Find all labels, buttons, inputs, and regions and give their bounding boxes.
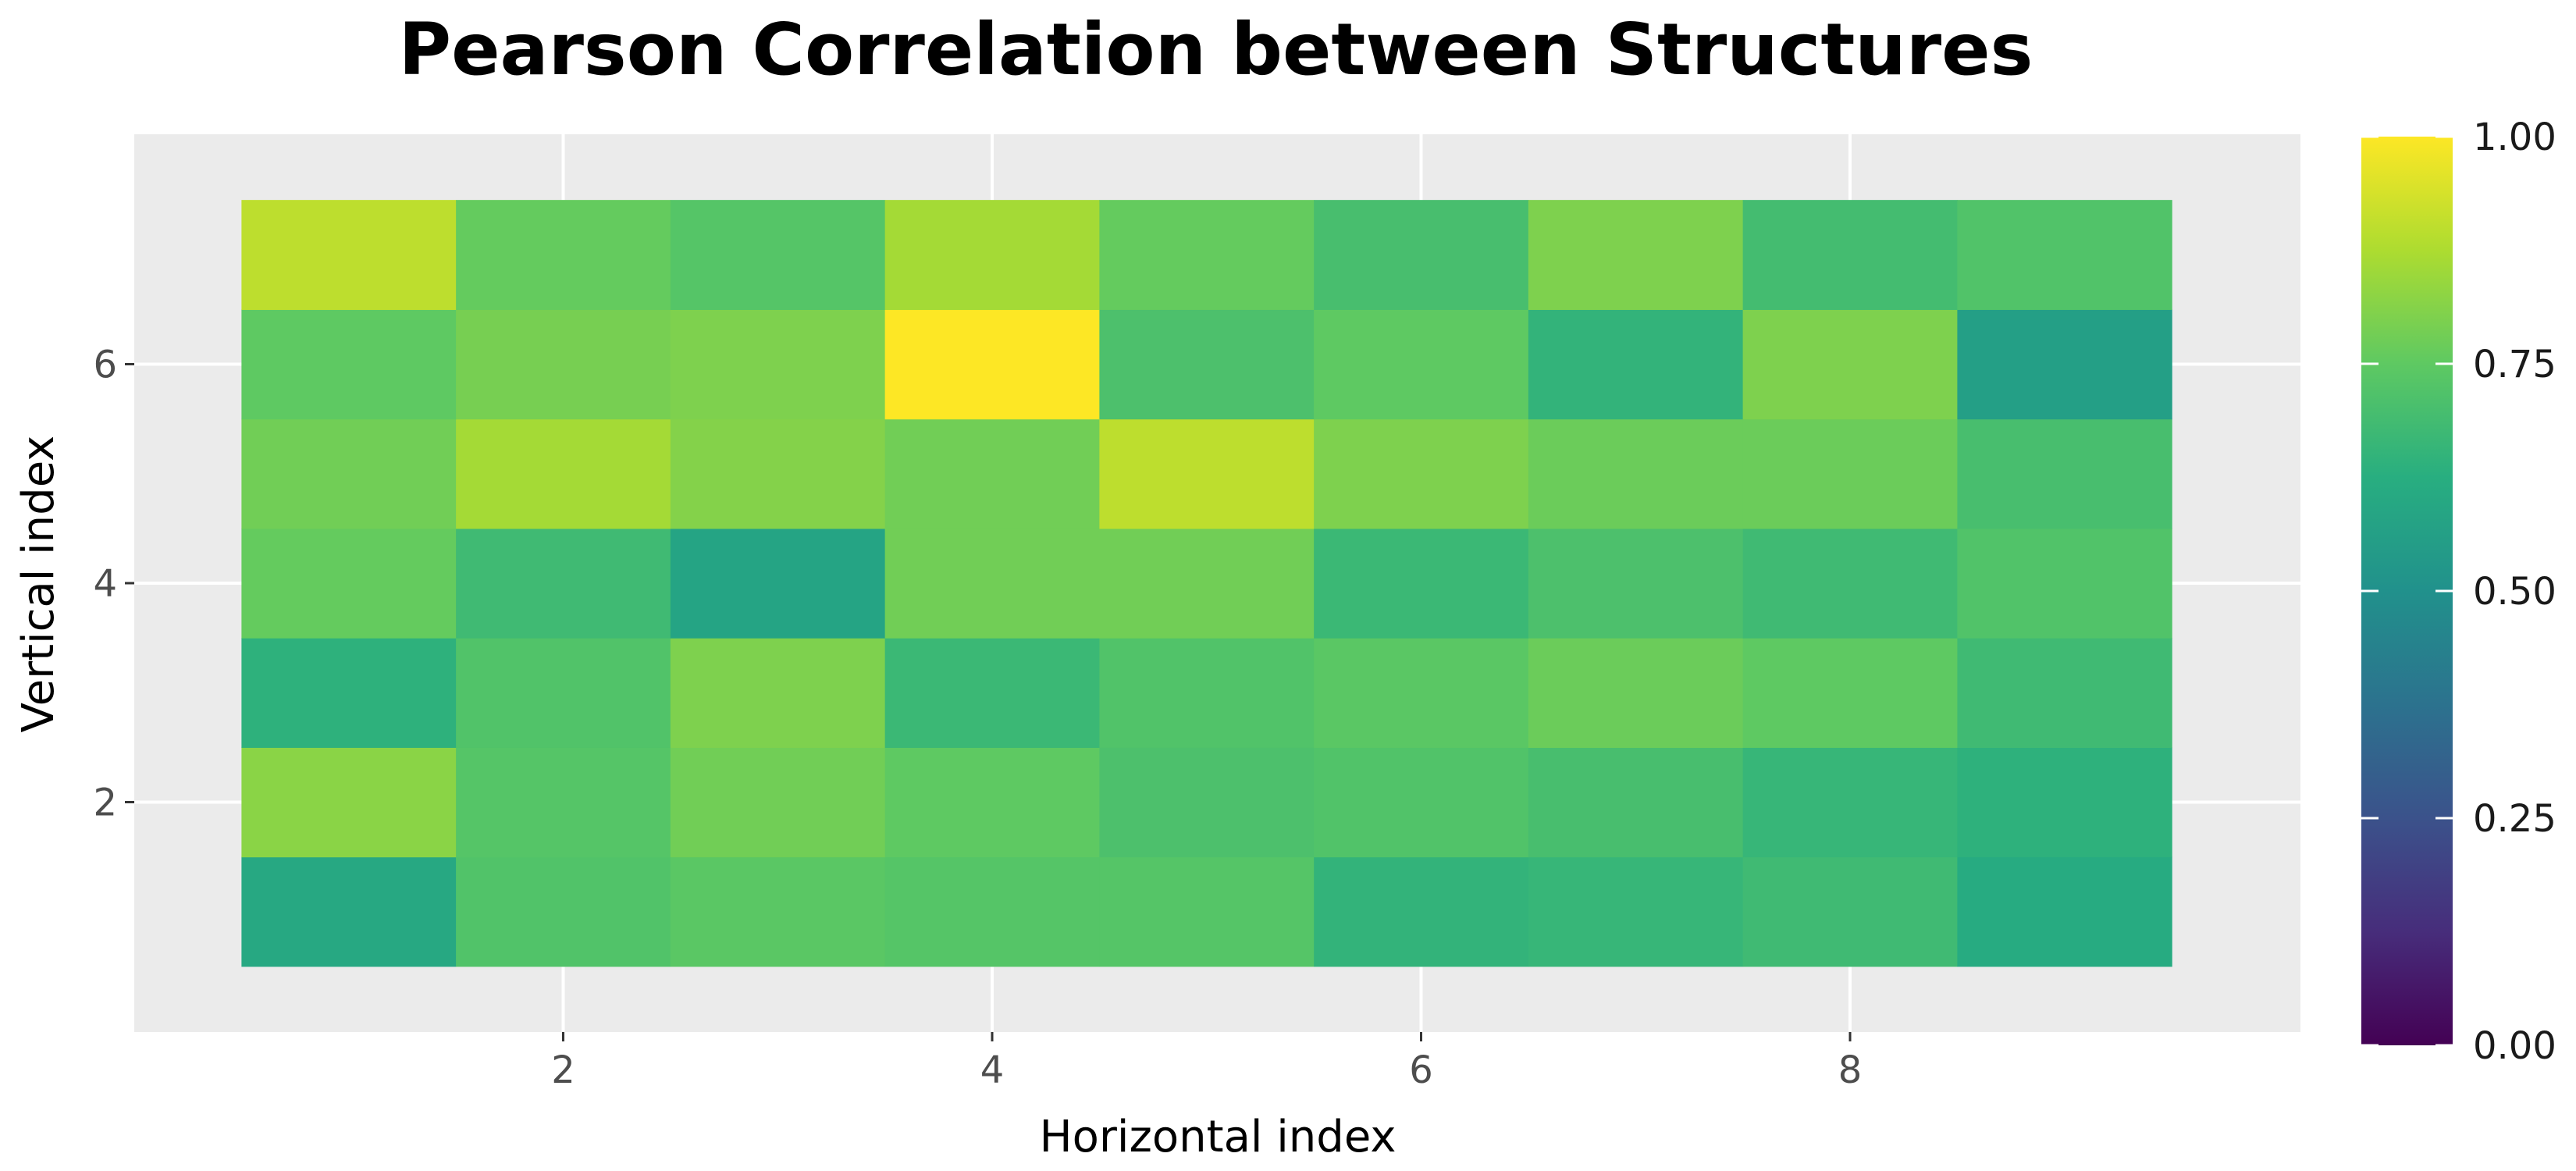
heatmap-cell: [241, 528, 457, 639]
heatmap-cell: [1957, 856, 2172, 967]
heatmap-cell: [1099, 638, 1315, 748]
heatmap-cell: [670, 856, 886, 967]
heatmap-cell: [241, 309, 457, 420]
heatmap-cell: [456, 309, 671, 420]
heatmap-cell: [1314, 200, 1529, 310]
heatmap-cells: [241, 200, 2172, 967]
heatmap-cell: [1528, 528, 1744, 639]
heatmap-cell: [884, 418, 1100, 529]
heatmap-cell: [670, 309, 886, 420]
heatmap-cell: [884, 856, 1100, 967]
heatmap-cell: [1957, 418, 2172, 529]
heatmap-cell: [670, 418, 886, 529]
heatmap-cell: [1742, 638, 1958, 748]
heatmap-cell: [1742, 856, 1958, 967]
y-tick-label: 6: [93, 343, 117, 387]
heatmap-cell: [456, 856, 671, 967]
y-axis-title: Vertical index: [13, 436, 64, 733]
heatmap-cell: [241, 747, 457, 858]
heatmap-cell: [1314, 638, 1529, 748]
heatmap-cell: [1528, 856, 1744, 967]
colorbar-tick-label: 0.50: [2473, 570, 2556, 614]
heatmap-cell: [1742, 200, 1958, 310]
heatmap-cell: [670, 528, 886, 639]
heatmap-cell: [241, 856, 457, 967]
heatmap-cell: [241, 200, 457, 310]
heatmap-cell: [456, 638, 671, 748]
heatmap-cell: [241, 638, 457, 748]
heatmap-cell: [1099, 418, 1315, 529]
heatmap-cell: [884, 200, 1100, 310]
heatmap-cell: [670, 747, 886, 858]
heatmap-cell: [1099, 747, 1315, 858]
heatmap-cell: [1099, 309, 1315, 420]
heatmap-cell: [1314, 856, 1529, 967]
colorbar-tick-label: 1.00: [2473, 116, 2556, 159]
heatmap-cell: [1314, 747, 1529, 858]
heatmap-cell: [1099, 528, 1315, 639]
heatmap-cell: [1099, 856, 1315, 967]
heatmap-cell: [1528, 747, 1744, 858]
heatmap-cell: [884, 309, 1100, 420]
heatmap-cell: [1957, 638, 2172, 748]
heatmap-cell: [1742, 418, 1958, 529]
x-tick-label: 4: [980, 1048, 1005, 1092]
heatmap-cell: [456, 528, 671, 639]
heatmap-cell: [1314, 309, 1529, 420]
x-axis-title: Horizontal index: [1040, 1112, 1397, 1162]
heatmap-cell: [1528, 309, 1744, 420]
heatmap-cell: [456, 200, 671, 310]
heatmap-cell: [1742, 747, 1958, 858]
heatmap-cell: [241, 418, 457, 529]
x-tick-label: 2: [551, 1048, 575, 1092]
heatmap-cell: [884, 638, 1100, 748]
axes: 2 4 6 8 2 4 6: [93, 343, 1862, 1092]
colorbar-tick-label: 0.00: [2473, 1024, 2556, 1068]
heatmap-cell: [1314, 418, 1529, 529]
heatmap-cell: [456, 747, 671, 858]
heatmap-cell: [456, 418, 671, 529]
heatmap-cell: [1957, 309, 2172, 420]
x-tick-label: 8: [1838, 1048, 1863, 1092]
y-tick-label: 4: [93, 562, 117, 606]
heatmap-cell: [1742, 309, 1958, 420]
heatmap-cell: [1957, 200, 2172, 310]
heatmap-cell: [1957, 528, 2172, 639]
chart-title: Pearson Correlation between Structures: [398, 8, 2033, 91]
heatmap-cell: [1528, 200, 1744, 310]
heatmap-cell: [1957, 747, 2172, 858]
colorbar-tick-label: 0.25: [2473, 797, 2556, 841]
heatmap-cell: [670, 638, 886, 748]
colorbar-tick-label: 0.75: [2473, 343, 2556, 386]
x-tick-label: 6: [1409, 1048, 1433, 1092]
heatmap-cell: [884, 747, 1100, 858]
heatmap-cell: [1314, 528, 1529, 639]
heatmap-cell: [1528, 638, 1744, 748]
heatmap-cell: [1099, 200, 1315, 310]
heatmap-cell: [1742, 528, 1958, 639]
colorbar-legend: 0.00 0.25 0.50 0.75 1.00: [2361, 116, 2556, 1068]
y-tick-label: 2: [93, 781, 117, 824]
heatmap-cell: [1528, 418, 1744, 529]
heatmap-cell: [670, 200, 886, 310]
heatmap-cell: [884, 528, 1100, 639]
